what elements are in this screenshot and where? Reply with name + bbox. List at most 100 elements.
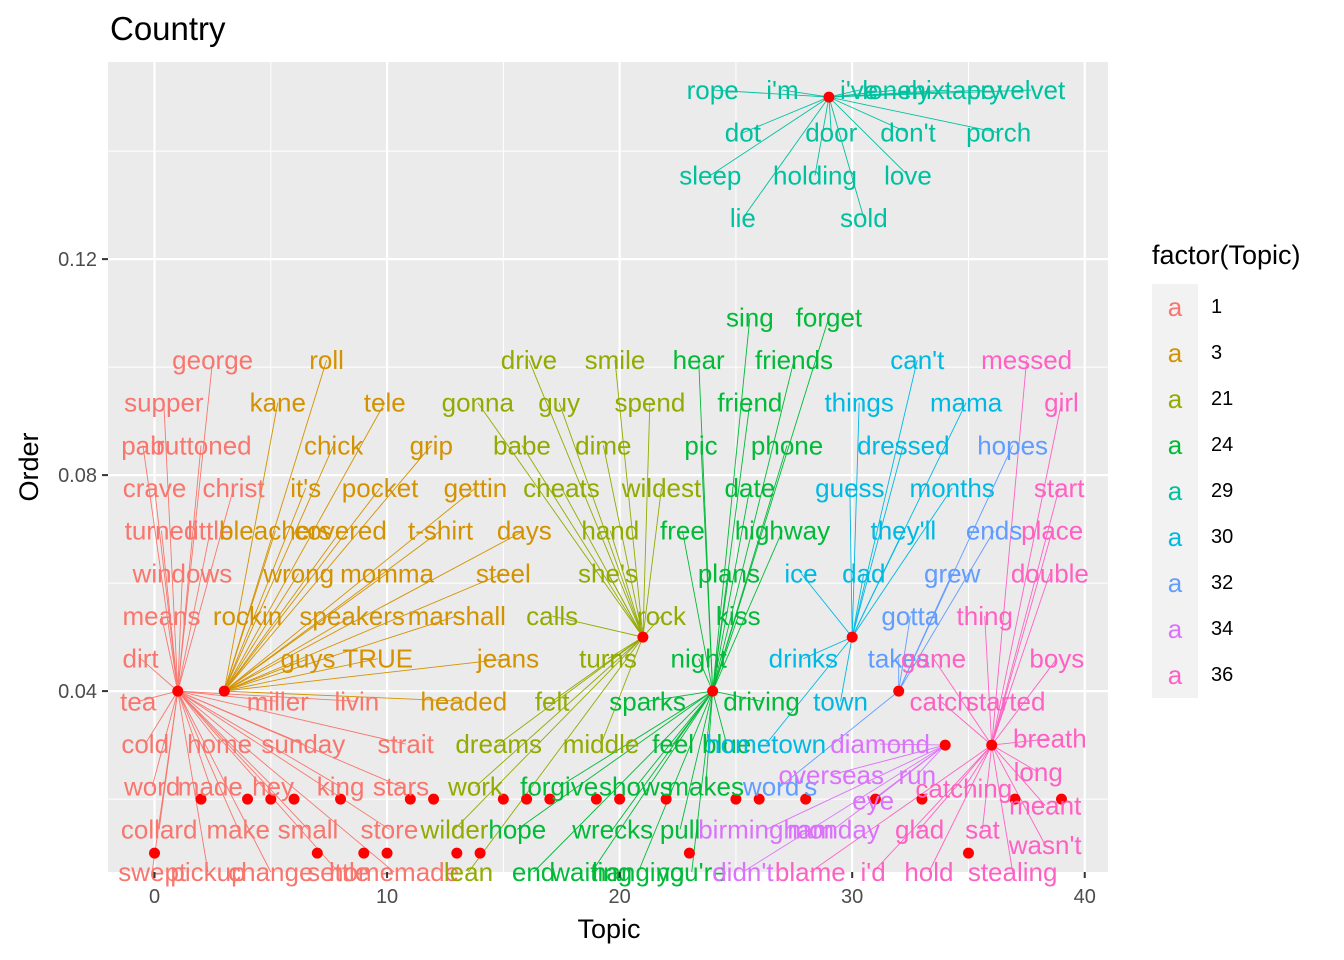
word-label: turns	[579, 644, 637, 674]
label-connector	[712, 89, 829, 98]
word-label: george	[172, 345, 253, 375]
word-label: i'm	[766, 75, 798, 105]
label-connector	[144, 690, 179, 745]
legend-key-glyph: a	[1168, 430, 1183, 460]
label-connector	[477, 402, 644, 638]
word-label: strait	[378, 729, 435, 759]
word-label: love	[884, 160, 932, 190]
label-connector	[919, 744, 993, 830]
label-connector	[679, 690, 714, 830]
label-connector	[916, 744, 946, 776]
label-connector	[880, 743, 946, 746]
word-label: i've	[840, 75, 878, 105]
word-label: dad	[842, 558, 885, 588]
word-label: breath	[1013, 724, 1087, 754]
label-connector	[898, 530, 995, 692]
word-label: rope	[687, 75, 739, 105]
label-connector	[984, 616, 993, 746]
label-connector	[810, 744, 992, 873]
legend-label: 34	[1211, 618, 1233, 640]
word-label: chick	[304, 430, 364, 460]
label-connector	[224, 658, 509, 692]
data-point	[474, 847, 486, 859]
word-label: cheats	[523, 473, 600, 503]
label-connector	[140, 658, 179, 692]
label-connector	[705, 691, 714, 787]
label-connector	[224, 690, 464, 702]
label-connector	[779, 690, 899, 788]
label-connector	[991, 530, 1053, 746]
legend: a 1 a 3 a 21 a 24 a 29 a 30 a 32 a 34 a 36	[1152, 284, 1233, 698]
label-connector	[991, 744, 1046, 806]
word-label: catching	[915, 773, 1012, 803]
label-connector	[223, 445, 334, 692]
word-label: start	[1034, 473, 1085, 503]
label-connector	[991, 745, 1014, 873]
word-label: waiting	[550, 857, 632, 887]
label-connector	[223, 445, 432, 692]
word-label: blame	[775, 857, 846, 887]
data-point	[544, 793, 556, 805]
word-label: hometown	[706, 729, 826, 759]
word-label: lie	[730, 203, 756, 233]
label-connector	[851, 359, 918, 638]
word-label: little	[187, 516, 233, 546]
word-label: town	[813, 686, 868, 716]
label-connector	[851, 445, 904, 638]
word-label: wasn't	[1008, 830, 1083, 860]
label-connector	[991, 738, 1050, 746]
word-label: momma	[340, 558, 434, 588]
data-point	[823, 91, 835, 103]
word-label: hear	[673, 345, 725, 375]
x-tick-label: 10	[376, 886, 398, 908]
label-connector	[991, 402, 1062, 746]
word-label: dime	[575, 430, 631, 460]
word-label: dot	[725, 118, 762, 148]
word-label: work	[447, 772, 504, 802]
word-label: felt	[535, 686, 570, 716]
word-label: highway	[735, 516, 830, 546]
word-label: don't	[880, 118, 936, 148]
word-label: made	[178, 772, 243, 802]
data-point	[916, 793, 928, 805]
label-connector	[223, 402, 279, 692]
label-connector	[803, 636, 853, 660]
label-connector	[712, 359, 795, 692]
label-connector	[454, 636, 644, 830]
label-connector	[177, 690, 278, 702]
data-point	[404, 793, 416, 805]
word-label: dirt	[122, 644, 159, 674]
label-connector	[609, 530, 644, 638]
label-connector	[642, 402, 651, 638]
label-connector	[712, 487, 751, 692]
label-connector	[223, 487, 476, 692]
word-label: mama	[930, 388, 1003, 418]
word-label: long	[1014, 757, 1063, 787]
label-connector	[928, 744, 993, 873]
label-connector	[637, 690, 714, 873]
word-label: collard	[121, 814, 198, 844]
word-label: wilder	[420, 814, 489, 844]
word-label: marshall	[408, 601, 506, 631]
word-label: thing	[957, 601, 1013, 631]
y-tick-label: 0.04	[58, 681, 97, 703]
label-connector	[991, 573, 1051, 746]
word-label: door	[805, 118, 857, 148]
label-connector	[851, 530, 904, 638]
label-connector	[521, 445, 644, 638]
word-label: hey	[252, 772, 294, 802]
label-connector	[602, 445, 644, 638]
label-connector	[224, 658, 378, 692]
legend-key-background	[1152, 284, 1198, 698]
word-label: stealing	[968, 857, 1058, 887]
label-connector	[710, 96, 830, 176]
label-connector	[223, 402, 386, 692]
word-label: headed	[420, 686, 507, 716]
word-label: swept	[118, 857, 187, 887]
label-connector	[849, 488, 853, 638]
word-label: rockin	[213, 601, 282, 631]
label-connector	[765, 636, 853, 745]
word-label: hopes	[977, 430, 1048, 460]
label-connector	[142, 445, 179, 692]
